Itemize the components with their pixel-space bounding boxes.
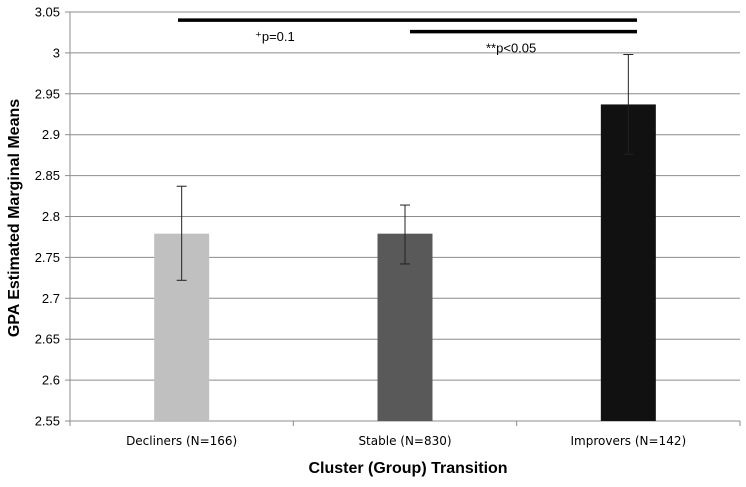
y-tick-label: 2.65 [35, 332, 60, 347]
y-axis-title: GPA Estimated Marginal Means [6, 99, 23, 337]
y-tick-label: 2.8 [42, 209, 60, 224]
x-category-label: Decliners (N=166) [126, 434, 237, 448]
y-tick-label: 2.75 [35, 250, 60, 265]
bar [377, 233, 433, 421]
tick-labels: 2.55 2.6 2.65 2.7 2.75 2.8 2.85 2.9 2.95 3 3.05 Dec… [35, 5, 686, 449]
bar [600, 104, 656, 422]
y-tick-label: 2.6 [42, 373, 60, 388]
bars [154, 104, 656, 422]
x-category-label: Stable (N=830) [358, 434, 451, 448]
significance-label: ⁺p=0.1 [255, 29, 295, 44]
significance-label: **p<0.05 [486, 41, 536, 56]
x-category-label: Improvers (N=142) [571, 434, 687, 448]
y-tick-label: 2.95 [35, 86, 60, 101]
y-tick-label: 2.9 [42, 127, 60, 142]
y-tick-label: 3 [53, 45, 60, 60]
significance-annotations: ⁺p=0.1 **p<0.05 [178, 18, 637, 56]
y-tick-label: 2.85 [35, 168, 60, 183]
error-bars [176, 54, 634, 281]
y-tick-label: 2.55 [35, 414, 60, 429]
y-tick-label: 3.05 [35, 5, 60, 20]
x-axis-title: Cluster (Group) Transition [308, 460, 507, 477]
y-tick-label: 2.7 [42, 291, 60, 306]
